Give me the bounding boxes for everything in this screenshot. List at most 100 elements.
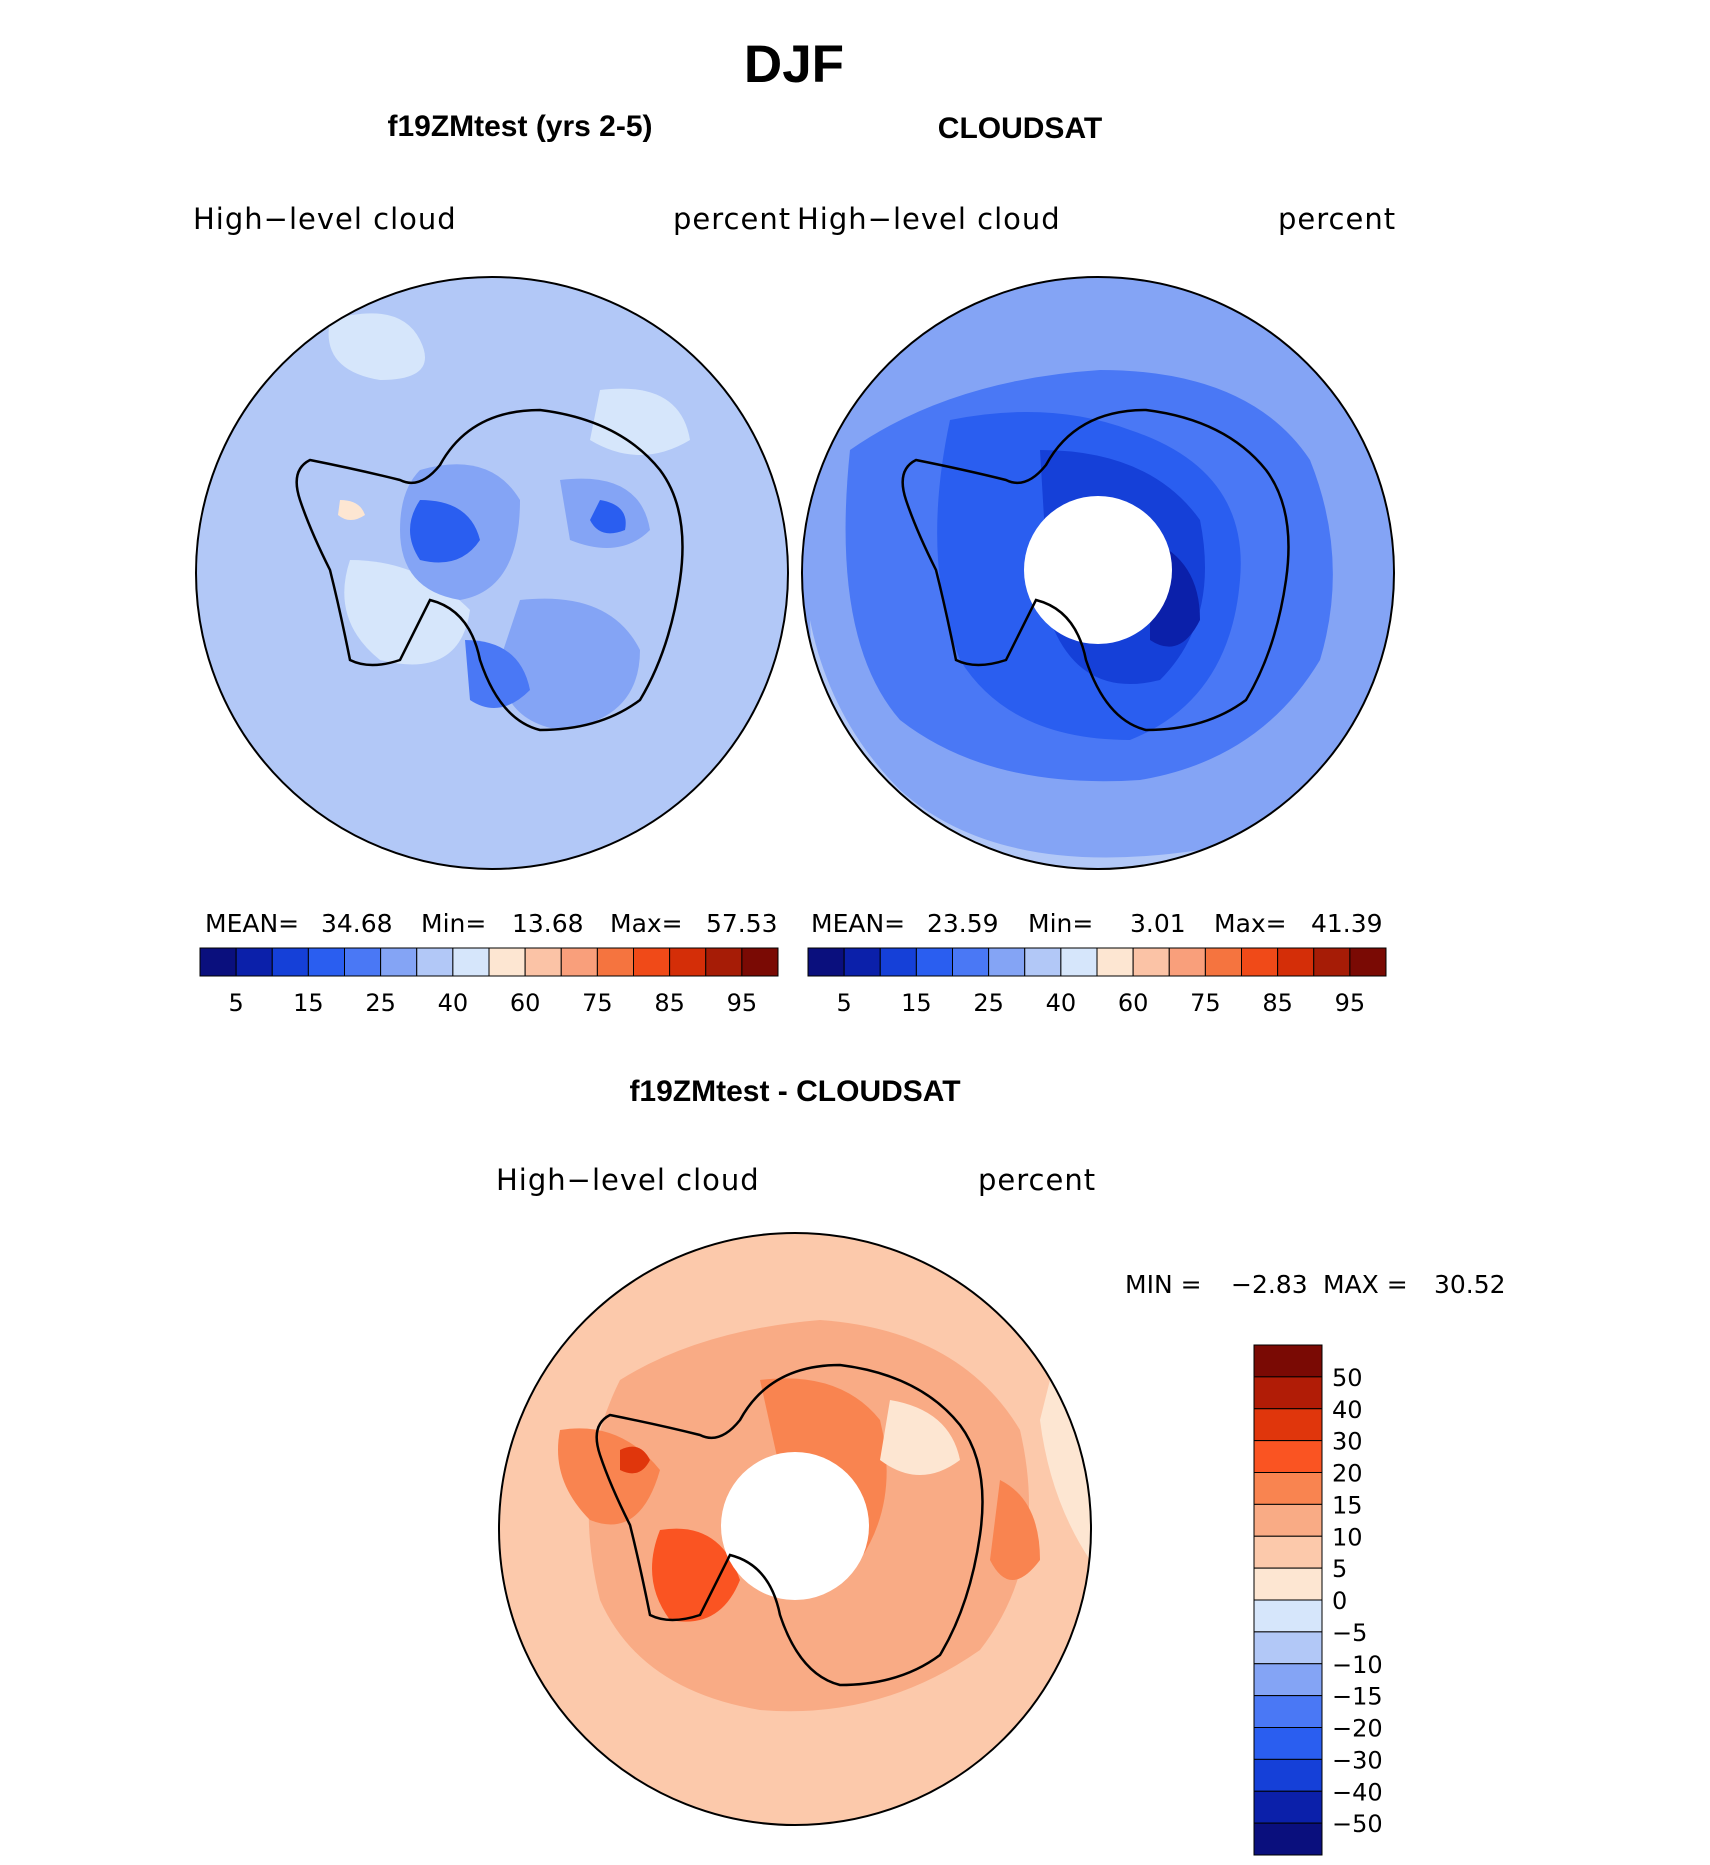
panel-2-colorbar-swatch	[952, 947, 990, 977]
panel-2-colorbar: 5 15 25 40 60 75 85 95	[807, 947, 1387, 1017]
panel-2-mean-label: MEAN=	[811, 909, 906, 938]
diff-colorbar-swatch	[1253, 1567, 1323, 1601]
panel-1-max: 57.53	[706, 909, 778, 938]
diff-colorbar-tick-label: −30	[1332, 1746, 1383, 1774]
diff-colorbar-swatch	[1253, 1535, 1323, 1569]
panel-1-colorbar-tick-label: 60	[510, 989, 541, 1017]
diff-colorbar-swatch	[1253, 1631, 1323, 1665]
diff-colorbar-tick-label: −5	[1332, 1619, 1367, 1647]
diff-colorbar-tick-label: −50	[1332, 1810, 1383, 1838]
diff-colorbar-swatch	[1253, 1695, 1323, 1728]
panel-1-colorbar-tick-label: 85	[654, 989, 685, 1017]
panel-1-colorbar-swatch	[271, 947, 309, 977]
panel-1-colorbar-swatch	[560, 947, 598, 977]
panel-2-colorbar-tick-label: 5	[836, 989, 851, 1017]
panel-2-colorbar-swatch	[915, 947, 953, 977]
panel-2-coastline	[901, 408, 1290, 732]
panel-1-units: percent	[673, 202, 792, 236]
diff-colorbar-tick-label: −15	[1332, 1683, 1383, 1711]
panel-1-colorbar-swatch	[235, 947, 273, 977]
panel-1-variable: High−level cloud	[193, 202, 457, 236]
panel-1-colorbar-swatch	[705, 947, 743, 977]
panel-2-colorbar-tick-label: 60	[1118, 989, 1149, 1017]
diff-variable: High−level cloud	[496, 1163, 760, 1197]
panel-1-colorbar-swatch	[488, 947, 526, 977]
panel-1-colorbar-tick-label: 95	[727, 989, 758, 1017]
diff-colorbar-tick-label: 0	[1332, 1587, 1347, 1615]
panel-1-coastline	[295, 408, 684, 732]
panel-2-colorbar-swatch	[1277, 947, 1315, 977]
panel-2-colorbar-swatch	[1204, 947, 1242, 977]
panel-1-colorbar-swatch	[741, 947, 779, 977]
panel-2-colorbar-swatch	[1313, 947, 1351, 977]
panel-2-colorbar-swatch	[843, 947, 881, 977]
diff-colorbar-tick-label: 15	[1332, 1491, 1363, 1519]
panel-1-max-label: Max=	[610, 909, 683, 938]
panel-2-colorbar-tick-label: 95	[1335, 989, 1366, 1017]
panel-2-map	[801, 276, 1395, 870]
diff-colorbar-tick-label: 50	[1332, 1364, 1363, 1392]
diff-min: −2.83	[1231, 1270, 1308, 1299]
panel-2-max: 41.39	[1311, 909, 1383, 938]
diff-colorbar-swatch	[1253, 1503, 1323, 1537]
panel-1-colorbar-swatch	[307, 947, 345, 977]
panel-2-colorbar-swatch	[1024, 947, 1062, 977]
diff-colorbar-swatch	[1253, 1440, 1323, 1473]
panel-1-min-label: Min=	[421, 909, 487, 938]
panel-1-colorbar-tick-label: 75	[582, 989, 613, 1017]
diff-colorbar-tick-label: 30	[1332, 1428, 1363, 1456]
diff-colorbar-swatch	[1253, 1376, 1323, 1410]
panel-2-colorbar-swatch	[1349, 947, 1387, 977]
panel-2-colorbar-swatch	[1060, 947, 1098, 977]
diff-max-label: MAX =	[1323, 1270, 1408, 1299]
panel-2-colorbar-swatch	[1132, 947, 1170, 977]
diff-colorbar-swatch	[1253, 1758, 1323, 1792]
panel-2-colorbar-tick-label: 40	[1046, 989, 1077, 1017]
diff-min-label: MIN =	[1125, 1270, 1202, 1299]
diff-colorbar-swatch	[1253, 1727, 1323, 1760]
diff-colorbar-tick-label: −40	[1332, 1778, 1383, 1806]
diff-colorbar-swatch	[1253, 1790, 1323, 1824]
panel-2-mean: 23.59	[927, 909, 999, 938]
panel-1-colorbar-tick-label: 25	[365, 989, 396, 1017]
diff-colorbar-tick-label: −10	[1332, 1651, 1383, 1679]
panel-2-max-label: Max=	[1214, 909, 1287, 938]
panel-2-variable: High−level cloud	[797, 202, 1061, 236]
panel-1-colorbar-swatch	[199, 947, 237, 977]
diff-colorbar-swatch	[1253, 1599, 1323, 1633]
diff-colorbar-tick-label: 10	[1332, 1523, 1363, 1551]
main-title: DJF	[743, 35, 845, 94]
panel-1-colorbar-tick-label: 40	[438, 989, 469, 1017]
panel-1-colorbar-swatch	[633, 947, 671, 977]
panel-2-units: percent	[1278, 202, 1397, 236]
panel-1-colorbar: 5 15 25 40 60 75 85 95	[199, 947, 779, 1017]
diff-colorbar-tick-label: 5	[1332, 1555, 1347, 1583]
panel-1-colorbar-tick-label: 5	[228, 989, 243, 1017]
diff-colorbar-swatch	[1253, 1344, 1323, 1378]
panel-1-colorbar-tick-label: 15	[293, 989, 324, 1017]
panel-2-colorbar-tick-label: 15	[901, 989, 932, 1017]
panel-1-mean: 34.68	[321, 909, 393, 938]
diff-colorbar-swatch	[1253, 1822, 1323, 1856]
panel-1-colorbar-swatch	[452, 947, 490, 977]
diff-units: percent	[978, 1163, 1097, 1197]
diff-title: f19ZMtest - CLOUDSAT	[629, 1075, 961, 1108]
diff-coastline	[595, 1363, 984, 1687]
panel-1-min: 13.68	[512, 909, 584, 938]
diff-colorbar-tick-label: 20	[1332, 1460, 1363, 1488]
panel-2-title: CLOUDSAT	[937, 112, 1103, 145]
panel-2-min-label: Min=	[1028, 909, 1094, 938]
panel-2-colorbar-tick-label: 25	[973, 989, 1004, 1017]
diff-colorbar-tick-label: −20	[1332, 1715, 1383, 1743]
panel-1-title: f19ZMtest (yrs 2-5)	[387, 110, 653, 143]
diff-colorbar-swatch	[1253, 1472, 1323, 1505]
diff-colorbar-tick-label: 40	[1332, 1396, 1363, 1424]
panel-2-colorbar-tick-label: 75	[1190, 989, 1221, 1017]
panel-2-colorbar-swatch	[1168, 947, 1206, 977]
panel-1-colorbar-swatch	[416, 947, 454, 977]
panel-1-mean-label: MEAN=	[205, 909, 300, 938]
panel-2-colorbar-swatch	[807, 947, 845, 977]
diff-max: 30.52	[1434, 1270, 1506, 1299]
